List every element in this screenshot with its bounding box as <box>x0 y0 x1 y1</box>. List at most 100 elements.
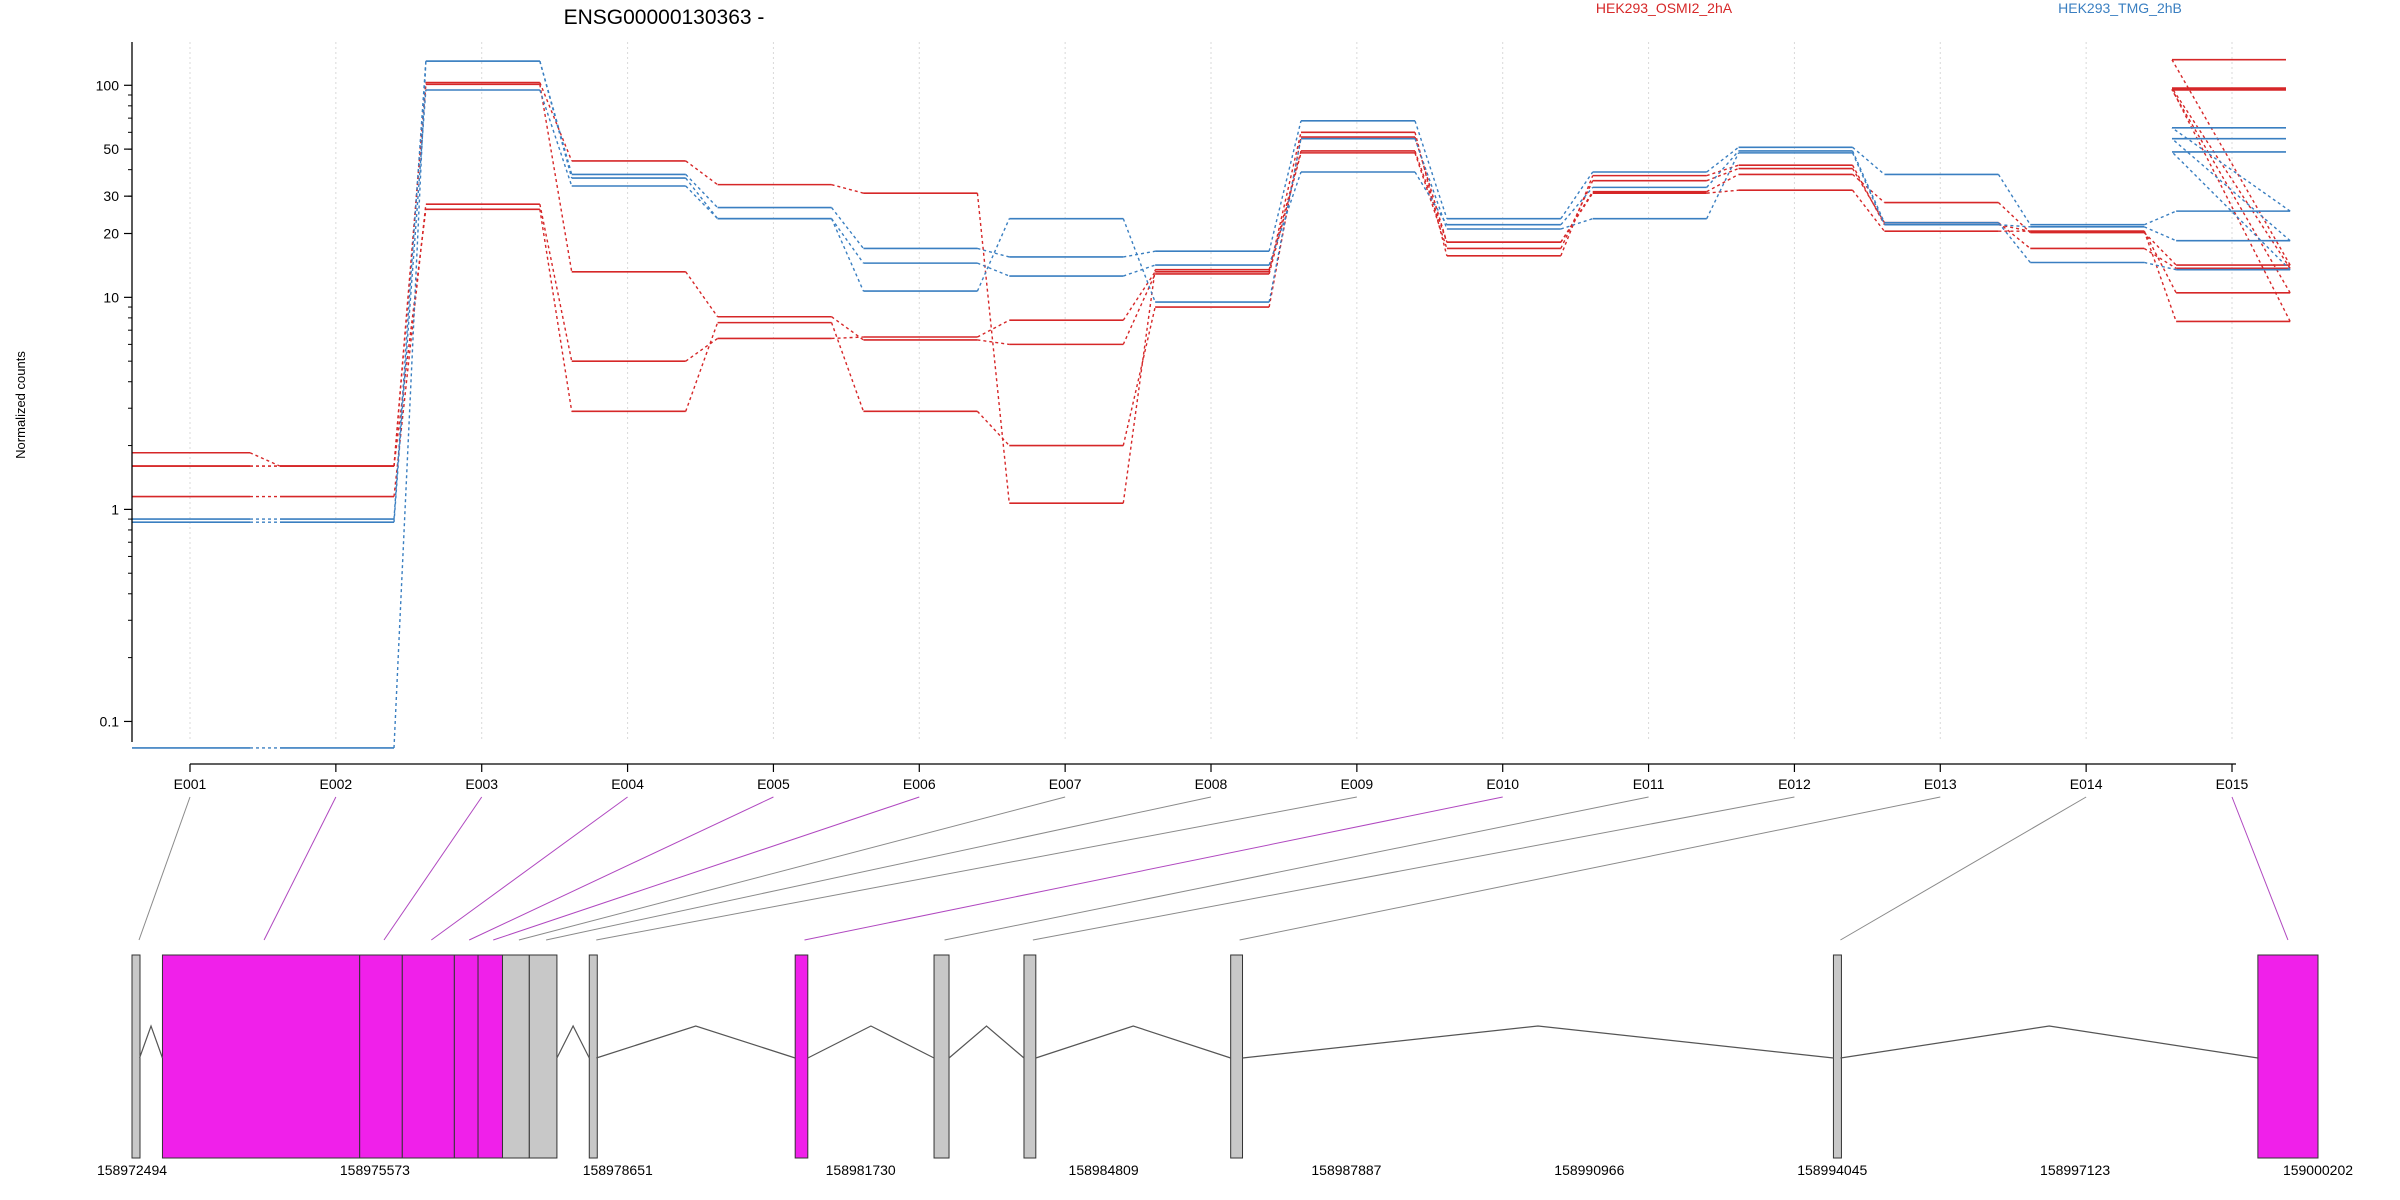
series-connector <box>1851 152 1886 226</box>
series-connector <box>393 89 427 523</box>
exon-connector <box>518 796 1066 941</box>
series-HEK293_OSMI2_2hA <box>132 58 2291 504</box>
series-connector <box>1122 306 1156 446</box>
series-connector <box>249 452 281 467</box>
series-connector <box>1560 217 1593 230</box>
exon-box <box>933 954 950 1159</box>
series-connector <box>831 207 864 249</box>
series-connector <box>393 61 427 520</box>
exon-box <box>2257 954 2319 1159</box>
series-connector <box>2143 230 2177 294</box>
exon-connector <box>596 796 1357 941</box>
x-tick-label: E011 <box>1633 776 1665 792</box>
series-HEK293_OSMI2_2hA <box>132 88 2291 467</box>
x-tick-label: E009 <box>1341 776 1374 792</box>
series-connector <box>1706 146 1739 173</box>
y-axis-ticks: 0.1 1 10 20 30 50 100 <box>96 77 132 729</box>
x-tick-label: E008 <box>1195 776 1228 792</box>
series-connector <box>1268 138 1302 303</box>
exon-box <box>161 954 361 1159</box>
series-connector <box>1997 222 2031 250</box>
series-connector <box>685 173 719 209</box>
series-connector <box>1268 171 1302 266</box>
series-connector <box>2144 226 2177 242</box>
x-tick-label: E001 <box>174 776 207 792</box>
coordinate-label: 159000202 <box>2283 1162 2353 1178</box>
series-connector <box>2143 230 2177 322</box>
exon-box <box>131 954 141 1159</box>
series-connector <box>685 177 719 220</box>
series-connector <box>685 185 719 220</box>
coordinate-label: 158981730 <box>826 1162 896 1178</box>
series-connector <box>2171 151 2291 271</box>
series-connector <box>831 218 864 264</box>
series-connector <box>1852 146 1885 175</box>
chart-title: ENSG00000130363 - <box>564 6 765 29</box>
series-connector <box>1851 164 1886 226</box>
series-connector <box>539 89 573 187</box>
series-connector <box>393 61 427 748</box>
series-connector <box>831 183 864 194</box>
series-connector <box>1560 192 1594 243</box>
series-connector <box>977 262 1010 277</box>
series-connector <box>685 337 718 362</box>
series-connector <box>977 339 1010 346</box>
series-connector <box>1268 120 1302 252</box>
legend-label-osmi2: HEK293_OSMI2_2hA <box>1596 0 1733 16</box>
x-tick-label: E015 <box>2216 776 2249 792</box>
exon-connector <box>1239 796 1941 941</box>
series-connector <box>1706 152 1740 219</box>
exon-connector <box>138 796 191 941</box>
exon-connector <box>2231 796 2289 941</box>
exon-connector <box>468 796 774 941</box>
series-connector <box>976 193 1010 504</box>
series-connector <box>685 271 719 318</box>
series-connector <box>2143 232 2177 266</box>
exon-connector <box>1840 796 2087 941</box>
series-HEK293_TMG_2hB <box>132 60 2291 520</box>
series-connector <box>831 336 864 340</box>
exon-box <box>401 954 455 1159</box>
x-tick-label: E002 <box>320 776 353 792</box>
series-HEK293_TMG_2hB <box>132 60 2291 749</box>
intron-line <box>139 1024 164 1059</box>
y-tick-label: 10 <box>103 289 119 305</box>
series-connector <box>1706 167 1739 182</box>
exon-connector <box>804 796 1503 941</box>
series-connector <box>2171 138 2291 242</box>
series-connector <box>1997 202 2031 234</box>
series-connector <box>830 322 865 412</box>
intron-line <box>596 1025 796 1059</box>
genomic-coordinates: 158972494 158975573 158978651 158981730 1589… <box>97 1162 2353 1178</box>
series-connector <box>539 60 573 179</box>
exon-box <box>359 954 403 1159</box>
series-connector <box>2171 88 2291 322</box>
series-connector <box>685 160 718 186</box>
y-tick-label: 0.1 <box>100 713 120 729</box>
x-tick-label: E003 <box>465 776 498 792</box>
exon-connector <box>383 796 483 941</box>
coordinate-label: 158987887 <box>1311 1162 1381 1178</box>
series-connector <box>1268 136 1302 308</box>
series-connector <box>539 204 573 362</box>
series-connector <box>1122 218 1156 303</box>
series-connector <box>1414 120 1448 219</box>
coordinate-label: 158975573 <box>340 1162 410 1178</box>
series-connector <box>1268 152 1302 275</box>
series-connector <box>830 218 865 292</box>
exon-box <box>477 954 503 1159</box>
intron-line <box>1840 1025 2258 1059</box>
series-connector <box>2171 127 2291 212</box>
axes <box>131 42 2236 765</box>
exon-connector <box>546 796 1212 941</box>
series-connector <box>1414 136 1448 243</box>
series-connector <box>976 218 1010 292</box>
x-axis-ticks: E001 E002 E003 E004 E005 E006 E007 E008 E009 E010… <box>174 764 2249 792</box>
series-connector <box>539 84 573 272</box>
x-tick-label: E006 <box>903 776 936 792</box>
x-tick-label: E005 <box>757 776 790 792</box>
y-tick-label: 1 <box>111 501 119 517</box>
vertical-gridlines <box>189 42 2233 742</box>
intron-line <box>807 1025 935 1059</box>
